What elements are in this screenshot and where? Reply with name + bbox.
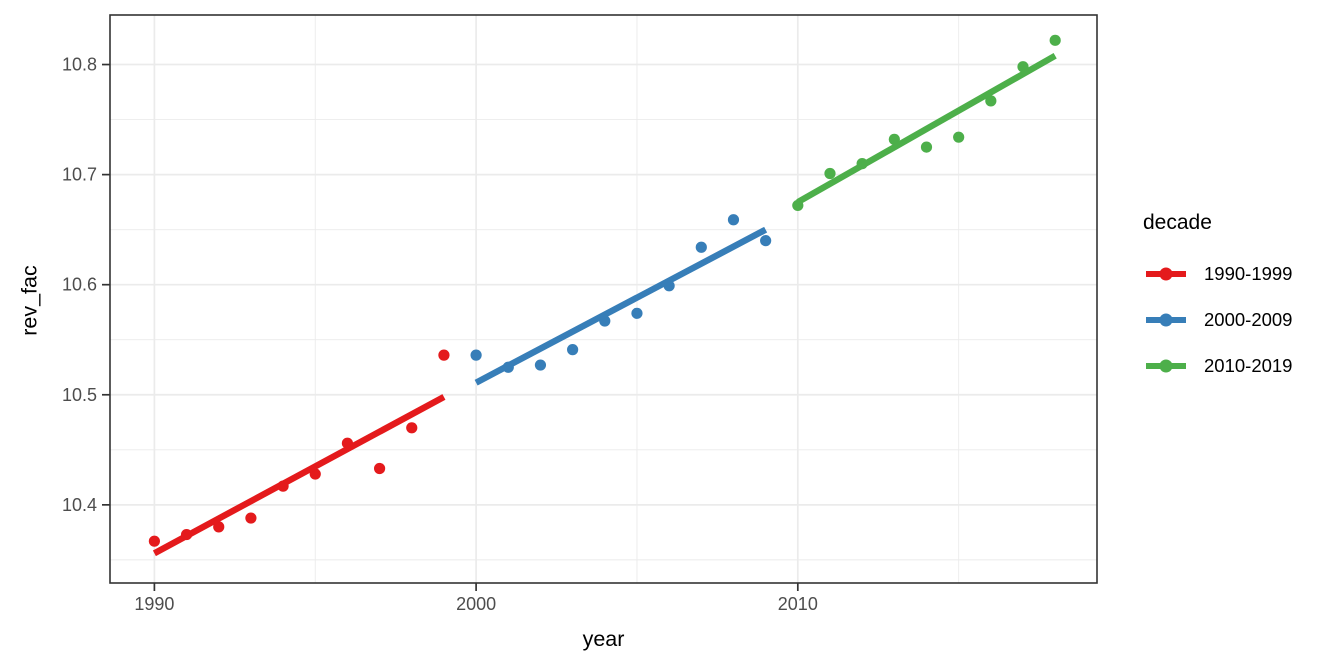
y-tick-label: 10.7 <box>62 165 97 185</box>
legend-dot-icon <box>1159 313 1173 327</box>
x-tick-label: 2000 <box>456 594 496 614</box>
y-tick-label: 10.6 <box>62 275 97 295</box>
legend: decade 1990-1999 2000-2009 2010-2019 <box>1143 211 1292 389</box>
legend-item-label: 2000-2009 <box>1204 309 1293 330</box>
x-tick-label: 2010 <box>778 594 818 614</box>
legend-title: decade <box>1143 211 1212 234</box>
legend-item: 2010-2019 <box>1143 343 1292 389</box>
legend-item: 1990-1999 <box>1143 251 1292 297</box>
legend-dot-icon <box>1159 267 1173 281</box>
legend-item-label: 1990-1999 <box>1204 263 1293 284</box>
legend-item: 2000-2009 <box>1143 297 1292 343</box>
y-tick-label: 10.4 <box>62 495 97 515</box>
legend-key-line-dot-icon <box>1146 313 1186 327</box>
legend-key-line-dot-icon <box>1146 267 1186 281</box>
y-tick-label: 10.8 <box>62 55 97 75</box>
x-axis-title: year <box>582 627 625 651</box>
y-axis-title: rev_fac <box>17 265 42 336</box>
x-tick-label: 1990 <box>134 594 174 614</box>
legend-dot-icon <box>1159 359 1173 373</box>
legend-item-label: 2010-2019 <box>1204 355 1293 376</box>
legend-key-line-dot-icon <box>1146 359 1186 373</box>
y-tick-label: 10.5 <box>62 385 97 405</box>
